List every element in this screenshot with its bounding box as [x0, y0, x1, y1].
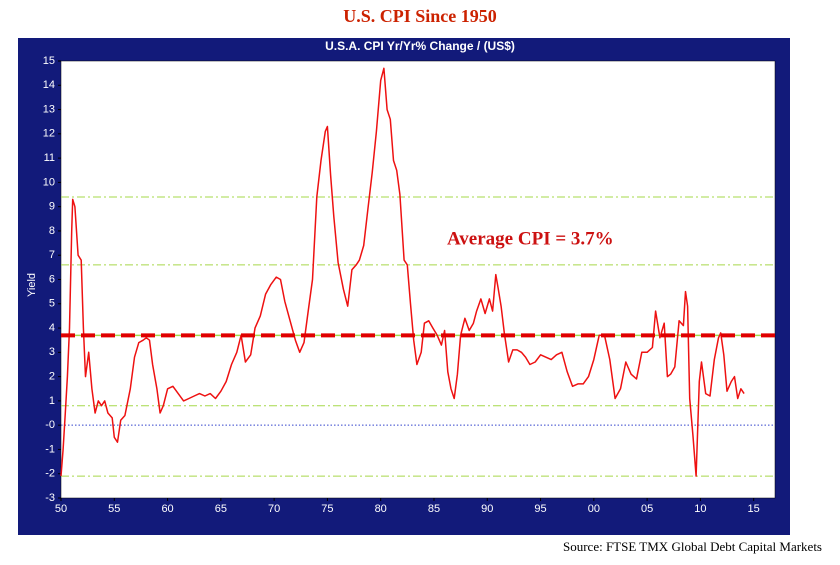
y-tick-label: 7: [49, 249, 55, 261]
y-tick-label: 3: [49, 346, 55, 358]
y-tick-label: 11: [44, 152, 55, 164]
x-tick-label: 15: [748, 503, 760, 515]
y-tick-label: 5: [49, 298, 55, 310]
y-axis-label: Yield: [26, 273, 38, 297]
y-tick-label: 12: [43, 128, 55, 140]
x-tick-label: 50: [55, 503, 67, 515]
chart-subtitle: U.S.A. CPI Yr/Yr% Change / (US$): [325, 39, 515, 53]
plot-area: [60, 60, 776, 499]
y-tick-label: -1: [45, 443, 55, 455]
y-tick-label: 4: [49, 322, 55, 334]
x-tick-label: 80: [375, 503, 387, 515]
y-tick-label: 9: [49, 201, 55, 213]
x-tick-label: 05: [641, 503, 653, 515]
y-tick-label: 14: [43, 79, 55, 91]
y-tick-label: 10: [43, 176, 55, 188]
cpi-line: [60, 67, 745, 477]
y-tick-label: 2: [49, 371, 55, 383]
y-tick-label: 8: [49, 225, 55, 237]
x-tick-label: 85: [428, 503, 440, 515]
x-tick-label: 90: [481, 503, 493, 515]
x-tick-label: 60: [161, 503, 173, 515]
source-note: Source: FTSE TMX Global Debt Capital Mar…: [563, 539, 822, 554]
y-tick-label: 6: [49, 273, 55, 285]
x-tick-label: 70: [268, 503, 280, 515]
y-tick-label: 1: [49, 395, 55, 407]
x-tick-label: 75: [321, 503, 333, 515]
page-title: U.S. CPI Since 1950: [343, 6, 497, 26]
x-tick-label: 00: [588, 503, 600, 515]
x-tick-label: 55: [108, 503, 120, 515]
x-tick-label: 65: [215, 503, 227, 515]
y-tick-label: -2: [45, 468, 55, 480]
y-tick-label: -0: [45, 419, 55, 431]
y-tick-label: -3: [45, 492, 55, 504]
x-tick-label: 10: [694, 503, 706, 515]
x-tick-label: 95: [534, 503, 546, 515]
y-tick-label: 15: [43, 55, 55, 67]
annotation: Average CPI = 3.7%: [447, 228, 614, 249]
y-tick-label: 13: [43, 103, 55, 115]
